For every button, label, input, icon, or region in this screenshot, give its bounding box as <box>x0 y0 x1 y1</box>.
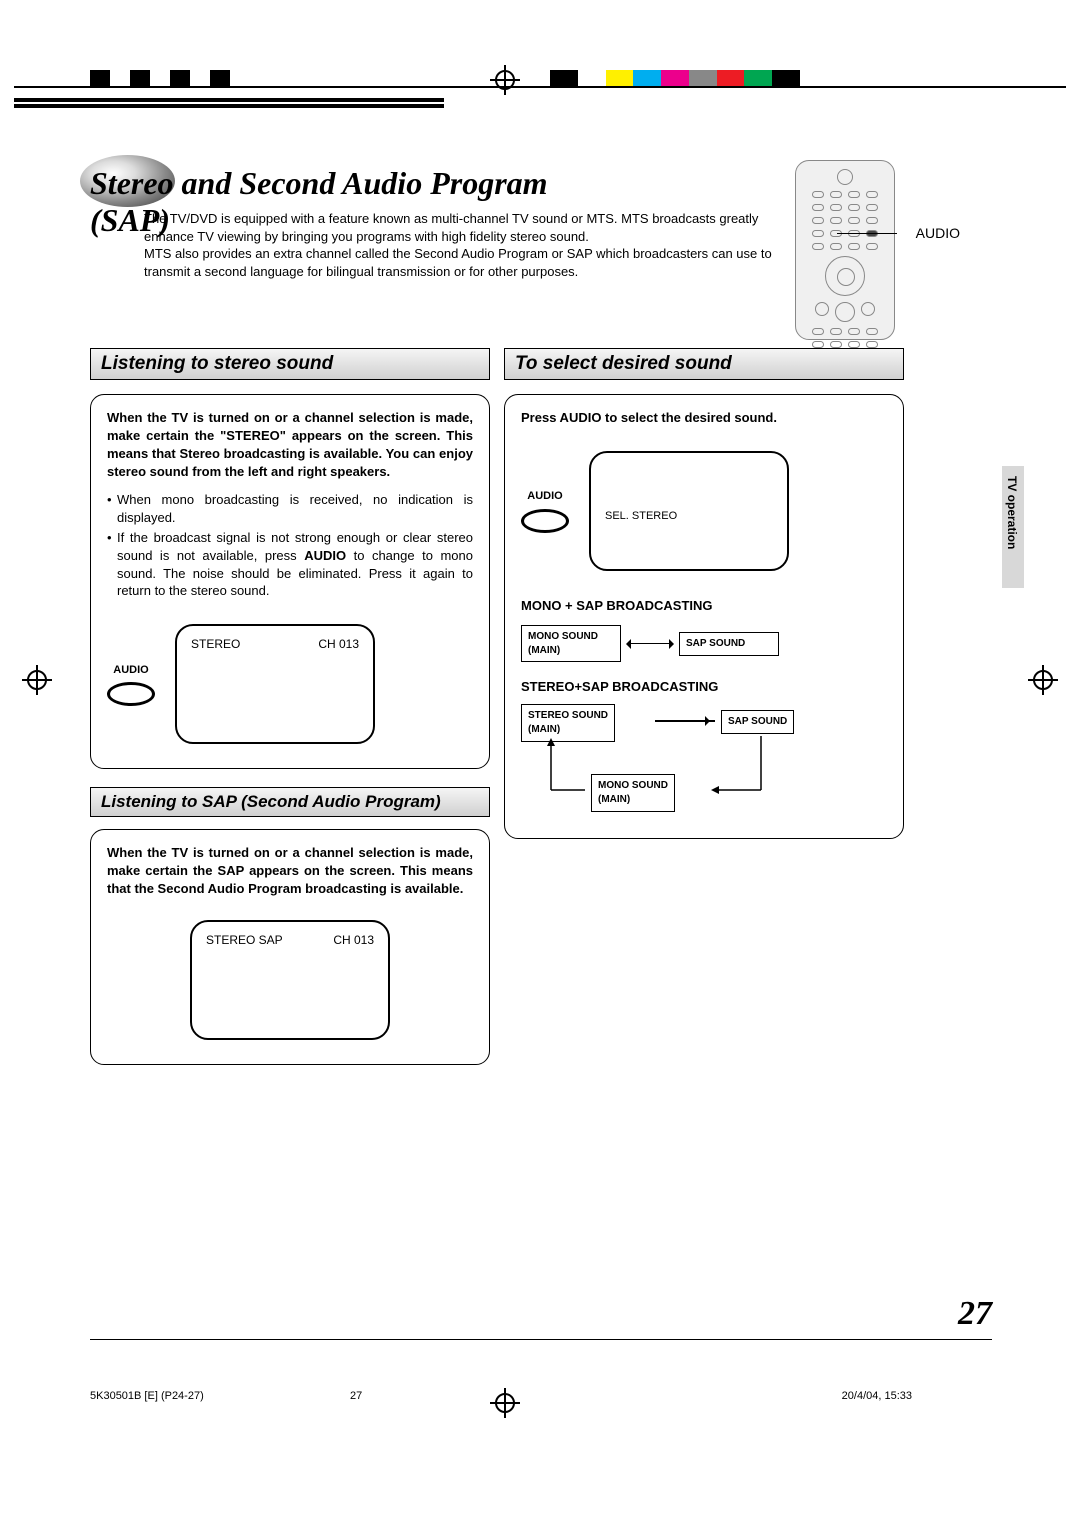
section-heading-select: To select desired sound <box>504 348 904 380</box>
right-column: To select desired sound Press AUDIO to s… <box>504 348 904 839</box>
crosshair-icon <box>1028 665 1058 695</box>
page-num-rule <box>90 1339 992 1341</box>
double-arrow-icon <box>625 639 675 649</box>
tv-screen-illustration: SEL. STEREO <box>589 451 789 571</box>
bullet-item: When mono broadcasting is received, no i… <box>107 491 473 527</box>
audio-button-label: AUDIO <box>521 489 569 532</box>
select-sound-box: Press AUDIO to select the desired sound.… <box>504 394 904 839</box>
tv-screen-illustration: STEREO CH 013 <box>175 624 375 744</box>
audio-button-icon <box>521 509 569 533</box>
audio-button-label: AUDIO <box>107 663 155 706</box>
sap-content-box: When the TV is turned on or a channel se… <box>90 829 490 1065</box>
remote-illustration <box>795 160 895 340</box>
footer-left: 5K30501B [E] (P24-27) <box>90 1390 204 1402</box>
footer-center: 27 <box>350 1390 362 1402</box>
stereo-content-box: When the TV is turned on or a channel se… <box>90 394 490 769</box>
flow-diagram-mono-sap: MONO SOUND (MAIN) SAP SOUND <box>521 625 887 663</box>
page-number: 27 <box>958 1295 992 1333</box>
divider-line <box>14 86 1066 88</box>
tv-screen-illustration: STEREO SAP CH 013 <box>190 920 390 1040</box>
callout-line <box>837 233 897 234</box>
footer-right: 20/4/04, 15:33 <box>842 1390 912 1402</box>
intro-paragraph: The TV/DVD is equipped with a feature kn… <box>144 210 784 280</box>
crosshair-icon <box>490 1388 520 1418</box>
diagram-arrows <box>521 704 821 814</box>
side-tab: TV operation <box>1002 466 1024 588</box>
audio-button-icon <box>107 682 155 706</box>
left-column: Listening to stereo sound When the TV is… <box>90 348 490 1065</box>
section-heading-sap: Listening to SAP (Second Audio Program) <box>90 787 490 817</box>
crosshair-icon <box>22 665 52 695</box>
audio-callout-label: AUDIO <box>916 225 960 241</box>
diagram-heading: MONO + SAP BROADCASTING <box>521 597 887 615</box>
section-heading-stereo: Listening to stereo sound <box>90 348 490 380</box>
registration-marks-top <box>0 40 1080 80</box>
crosshair-icon <box>490 65 520 95</box>
diagram-heading: STEREO+SAP BROADCASTING <box>521 678 887 696</box>
divider-double <box>14 98 444 108</box>
flow-diagram-stereo-sap: STEREO SOUND (MAIN) SAP SOUND MONO SOUND… <box>521 704 887 824</box>
bullet-item: If the broadcast signal is not strong en… <box>107 529 473 601</box>
